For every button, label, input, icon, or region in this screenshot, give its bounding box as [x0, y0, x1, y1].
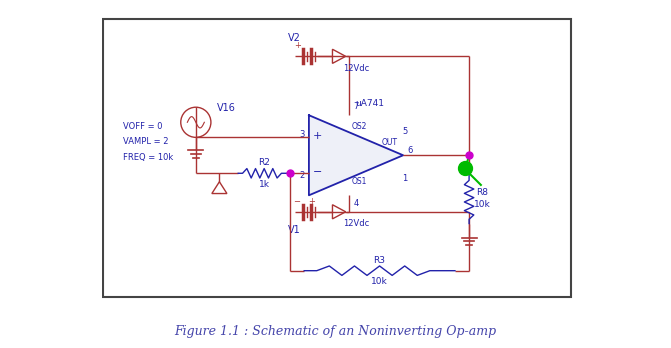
- Text: V1: V1: [289, 225, 301, 235]
- Text: R2: R2: [258, 158, 270, 167]
- Text: +: +: [295, 41, 301, 50]
- Text: OS2: OS2: [352, 122, 366, 132]
- Text: uA741: uA741: [356, 99, 384, 108]
- Text: V2: V2: [289, 33, 301, 44]
- Text: 10k: 10k: [474, 200, 491, 209]
- Text: 7: 7: [354, 102, 359, 111]
- Text: −: −: [293, 197, 300, 206]
- Text: +: +: [313, 132, 322, 141]
- Text: 12Vdc: 12Vdc: [343, 64, 369, 73]
- Text: R3: R3: [374, 256, 386, 265]
- Text: 3: 3: [300, 130, 305, 140]
- Text: VAMPL = 2: VAMPL = 2: [123, 137, 168, 147]
- Text: −: −: [313, 167, 322, 177]
- Text: 6: 6: [407, 146, 412, 155]
- Text: 2: 2: [300, 171, 305, 180]
- Text: +: +: [308, 197, 315, 206]
- Text: OUT: OUT: [382, 137, 397, 147]
- Text: 1k: 1k: [258, 180, 270, 189]
- Text: FREQ = 10k: FREQ = 10k: [123, 152, 173, 161]
- Text: V16: V16: [217, 103, 236, 113]
- Text: VOFF = 0: VOFF = 0: [123, 122, 162, 132]
- Text: 10k: 10k: [371, 277, 388, 286]
- Text: Figure 1.1 : Schematic of an Noninverting Op-amp: Figure 1.1 : Schematic of an Noninvertin…: [174, 325, 497, 338]
- Text: R8: R8: [476, 188, 488, 197]
- Polygon shape: [309, 115, 403, 195]
- Text: 4: 4: [354, 199, 359, 208]
- Text: 1: 1: [402, 174, 407, 183]
- Text: OS1: OS1: [352, 177, 366, 186]
- Text: 12Vdc: 12Vdc: [343, 219, 369, 228]
- Text: 5: 5: [402, 127, 407, 136]
